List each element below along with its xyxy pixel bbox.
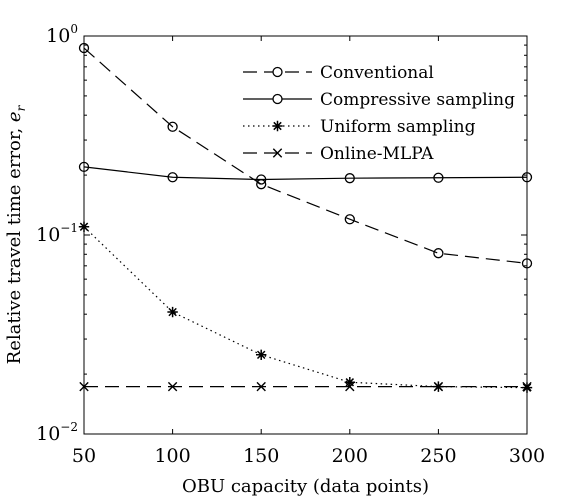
series-line-conventional — [83, 47, 528, 264]
x-tick-label-50: 50 — [72, 445, 96, 467]
y-tick-label: 10−1 — [36, 221, 78, 246]
point-online-mlpa-150 — [256, 381, 266, 392]
legend: Conventional Compressive sampling Uniform … — [243, 63, 515, 164]
x-axis-label: OBU capacity (data points) — [182, 476, 429, 497]
axes-layer — [83, 35, 528, 435]
point-compressive-sampling-200 — [344, 173, 355, 184]
point-conventional-200 — [344, 214, 355, 225]
point-online-mlpa-250 — [433, 381, 444, 392]
point-conventional-250 — [433, 248, 444, 259]
x-tick-label-100: 100 — [154, 445, 190, 467]
point-conventional-100 — [167, 121, 178, 132]
point-uniform-sampling-100 — [167, 306, 178, 318]
point-compressive-sampling-100 — [167, 172, 178, 183]
legend-item-online-mlpa: Online-MLPA — [243, 144, 434, 164]
point-uniform-sampling-200 — [344, 377, 355, 388]
x-tick-label-250: 250 — [420, 445, 456, 467]
legend-label-online-mlpa: Online-MLPA — [320, 144, 434, 164]
point-uniform-sampling-150 — [256, 349, 267, 361]
legend-marker-compressive-sampling — [272, 93, 283, 105]
legend-item-conventional: Conventional — [243, 63, 434, 83]
legend-label-conventional: Conventional — [320, 63, 434, 83]
series-line-compressive-sampling — [83, 166, 528, 181]
legend-marker-online-mlpa — [272, 148, 283, 158]
x-tick-label-200: 200 — [332, 445, 368, 467]
legend-marker-conventional — [272, 66, 283, 78]
point-online-mlpa-200 — [345, 381, 355, 392]
tick-labels: 50 100 150 200 250 300 100 10−1 10−2 — [36, 22, 545, 467]
legend-item-compressive-sampling: Compressive sampling — [243, 90, 515, 110]
point-online-mlpa-100 — [167, 381, 178, 392]
y-tick-label: 100 — [46, 22, 78, 47]
legend-label-uniform-sampling: Uniform sampling — [320, 117, 476, 137]
point-compressive-sampling-250 — [433, 172, 444, 183]
x-tick-label-300: 300 — [509, 445, 545, 467]
point-compressive-sampling-150 — [256, 174, 267, 185]
y-tick-label: 10−2 — [36, 420, 78, 445]
x-tick-label-150: 150 — [243, 445, 279, 467]
plot-area — [84, 36, 527, 434]
legend-label-compressive-sampling: Compressive sampling — [320, 90, 515, 110]
y-axis-label: Relative travel time error, er — [4, 104, 28, 364]
legend-marker-uniform-sampling — [272, 120, 283, 132]
legend-item-uniform-sampling: Uniform sampling — [243, 117, 476, 137]
